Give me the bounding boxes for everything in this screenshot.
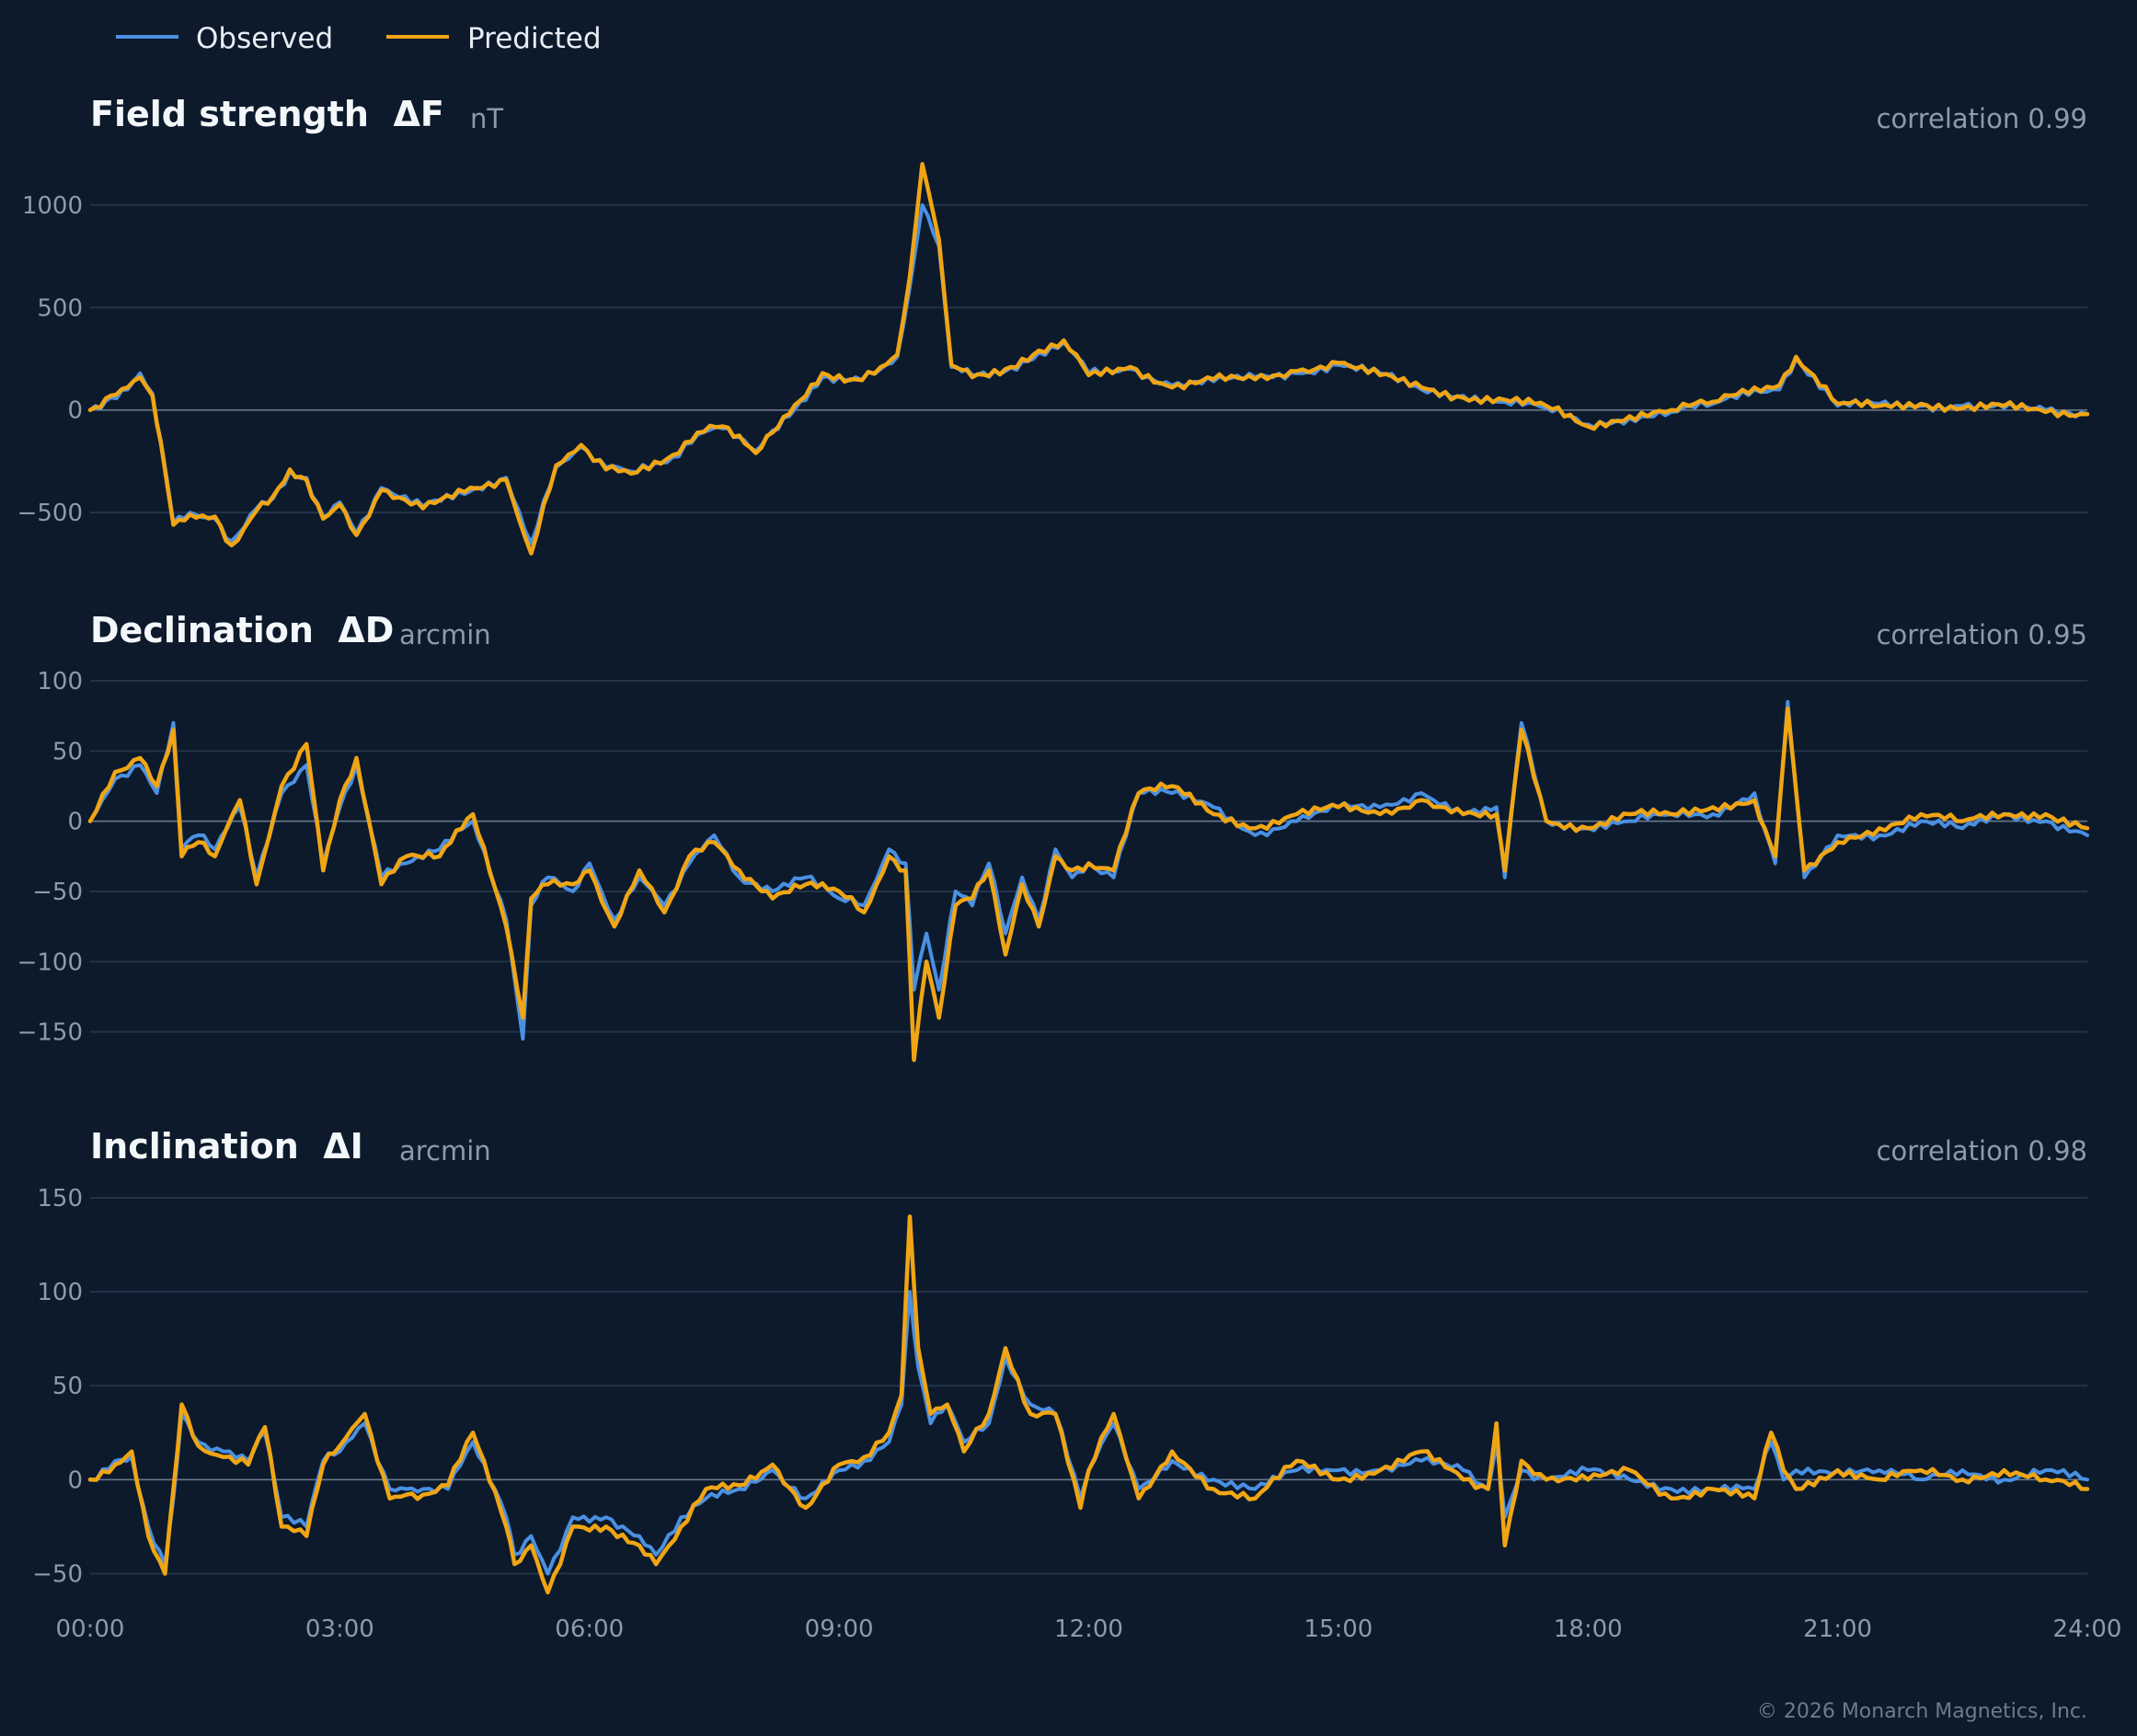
y-tick-label: 0 <box>67 1466 83 1494</box>
y-tick-label: −50 <box>32 879 83 906</box>
y-tick-label: 100 <box>37 1279 83 1306</box>
series-line-observed <box>88 699 2089 1041</box>
y-tick-label: 100 <box>37 668 83 696</box>
x-tick-label: 12:00 <box>1054 1615 1123 1643</box>
plot-area: 10005000−500100500−50−100−150150100500−5… <box>17 162 2090 1595</box>
series-line-predicted <box>87 1214 2090 1595</box>
panel-0-plot: 1000 500 0 −500 <box>17 162 2090 556</box>
panel-correlation: correlation 0.99 <box>1877 103 2087 134</box>
panel-correlation: correlation 0.98 <box>1877 1135 2087 1167</box>
x-tick-label: 06:00 <box>555 1615 624 1643</box>
panel-unit: arcmin <box>399 1135 491 1167</box>
panel-title: Declination ΔD <box>90 610 394 650</box>
panel-inclination: Inclination ΔI arcmin correlation 0.98 <box>90 1126 2087 1167</box>
y-tick-label: 0 <box>67 809 83 836</box>
x-tick-label: 09:00 <box>805 1615 874 1643</box>
legend: Observed Predicted <box>116 22 602 55</box>
panel-unit: nT <box>470 103 503 134</box>
series-line-predicted <box>87 707 2090 1063</box>
y-tick-label: 150 <box>37 1185 83 1213</box>
copyright-footer: © 2026 Monarch Magnetics, Inc. <box>1757 1700 2087 1723</box>
x-tick-label: 00:00 <box>56 1615 125 1643</box>
legend-predicted-label: Predicted <box>467 22 602 55</box>
panel-unit: arcmin <box>399 619 491 650</box>
x-tick-label: 03:00 <box>305 1615 374 1643</box>
y-tick-label: −50 <box>32 1560 83 1588</box>
y-tick-label: 0 <box>67 397 83 425</box>
panel-2-plot: 150 100 50 0 −50 <box>32 1185 2090 1595</box>
y-tick-label: −150 <box>17 1019 83 1047</box>
panel-1-plot: 100 50 0 −50 −100 −150 <box>17 668 2090 1063</box>
x-tick-label: 21:00 <box>1803 1615 1872 1643</box>
x-tick-label: 24:00 <box>2053 1615 2122 1643</box>
legend-observed-label: Observed <box>196 22 333 55</box>
panel-declination: Declination ΔD arcmin correlation 0.95 <box>90 610 2087 650</box>
panel-field-strength: Field strength ΔF nT correlation 0.99 <box>90 94 2087 134</box>
panel-title: Inclination ΔI <box>90 1126 363 1167</box>
y-tick-label: −100 <box>17 948 83 976</box>
series-line-predicted <box>87 162 2090 556</box>
y-tick-label: 1000 <box>22 192 83 220</box>
x-tick-label: 15:00 <box>1304 1615 1373 1643</box>
panel-title: Field strength ΔF <box>90 94 444 134</box>
x-axis: 00:00 03:00 06:00 09:00 12:00 15:00 18:00 21:00… <box>56 1615 2122 1643</box>
y-tick-label: −500 <box>17 500 83 527</box>
y-tick-label: 500 <box>37 294 83 322</box>
panel-correlation: correlation 0.95 <box>1877 619 2087 650</box>
y-tick-label: 50 <box>52 738 83 765</box>
x-tick-label: 18:00 <box>1554 1615 1623 1643</box>
y-tick-label: 50 <box>52 1373 83 1400</box>
series-line-observed <box>88 1290 2089 1576</box>
